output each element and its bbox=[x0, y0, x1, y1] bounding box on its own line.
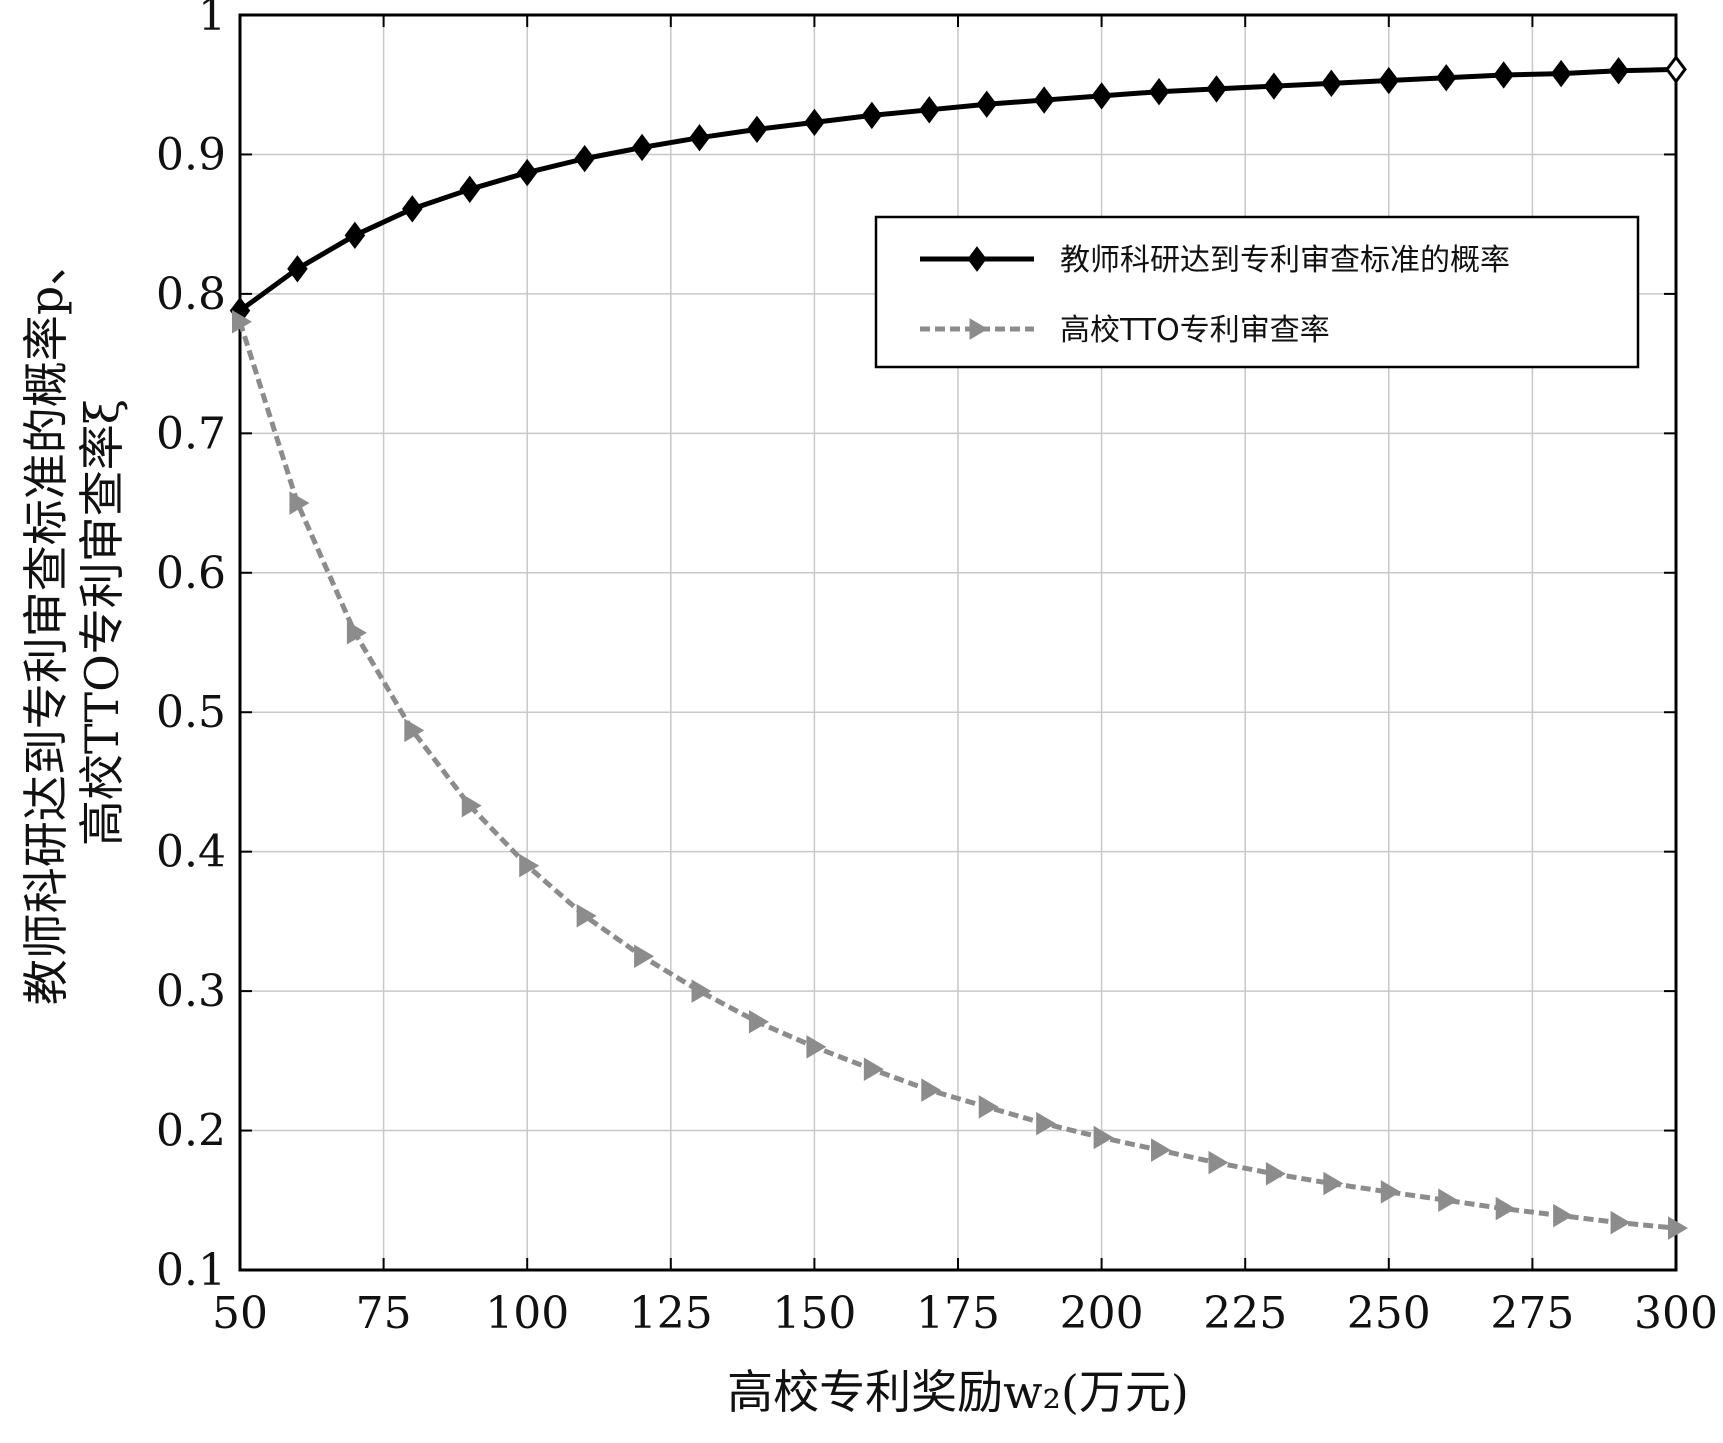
data-point bbox=[631, 133, 653, 162]
data-point bbox=[459, 175, 481, 203]
data-point bbox=[1668, 1216, 1688, 1240]
data-point bbox=[978, 1095, 999, 1119]
data-point bbox=[863, 1057, 884, 1081]
axis-ticks: 50 75 100 125 150 175 200 225 250 275 300 0.1 0.2 0.3… bbox=[156, 0, 1718, 1339]
data-point bbox=[1665, 54, 1687, 84]
data-point bbox=[689, 124, 710, 152]
data-point bbox=[404, 718, 425, 743]
x-tick-label: 125 bbox=[629, 1288, 713, 1339]
legend-marker-triangle bbox=[969, 318, 988, 340]
y-axis-label-line1: 教师科研达到专利审查标准的概率p、 bbox=[19, 240, 73, 1005]
data-point bbox=[691, 979, 712, 1003]
data-point bbox=[232, 310, 252, 334]
y-tick-label: 0.2 bbox=[156, 1106, 226, 1157]
data-point bbox=[346, 620, 367, 645]
legend-label-teacher: 教师科研达到专利审查标准的概率 bbox=[1060, 243, 1510, 278]
x-tick-label: 175 bbox=[916, 1288, 1000, 1339]
x-tick-label: 275 bbox=[1490, 1288, 1574, 1339]
y-tick-label: 0.4 bbox=[156, 827, 226, 878]
data-point bbox=[1036, 1111, 1057, 1136]
data-point bbox=[576, 904, 597, 928]
series-0 bbox=[229, 54, 1687, 325]
data-point bbox=[804, 108, 825, 137]
y-tick-label: 0.9 bbox=[156, 129, 226, 180]
data-point bbox=[976, 90, 997, 118]
data-point bbox=[1148, 78, 1170, 106]
y-tick-label: 0.1 bbox=[156, 1245, 226, 1296]
x-tick-label: 250 bbox=[1347, 1288, 1431, 1339]
y-tick-label: 1 bbox=[198, 0, 226, 41]
data-point bbox=[1265, 1162, 1286, 1186]
x-tick-label: 150 bbox=[772, 1288, 856, 1339]
legend: 教师科研达到专利审查标准的概率 高校TTO专利审查率 bbox=[874, 215, 1640, 369]
data-point bbox=[1323, 1171, 1344, 1196]
data-point bbox=[1378, 66, 1400, 95]
data-point bbox=[861, 101, 883, 130]
data-point bbox=[516, 158, 538, 187]
data-point bbox=[748, 1010, 769, 1034]
x-tick-label: 100 bbox=[485, 1288, 569, 1339]
data-point bbox=[1495, 1196, 1516, 1221]
data-point bbox=[1206, 75, 1227, 103]
data-point bbox=[1553, 1203, 1574, 1228]
data-point bbox=[1151, 1138, 1172, 1162]
y-tick-label: 0.7 bbox=[156, 408, 226, 459]
data-point bbox=[1093, 1125, 1114, 1150]
x-tick-label: 300 bbox=[1634, 1288, 1718, 1339]
data-point bbox=[1321, 69, 1342, 97]
data-point bbox=[1435, 64, 1457, 92]
data-point bbox=[1033, 86, 1055, 114]
data-point bbox=[461, 793, 482, 818]
x-axis-label: 高校专利奖励w₂(万元) bbox=[727, 1365, 1189, 1419]
legend-label-tto: 高校TTO专利审查率 bbox=[1060, 313, 1330, 348]
series-line bbox=[237, 321, 1677, 1231]
data-point bbox=[1263, 72, 1285, 100]
y-tick-label: 0.6 bbox=[156, 548, 226, 599]
legend-box bbox=[874, 215, 1640, 369]
data-point bbox=[746, 115, 768, 144]
data-point bbox=[634, 944, 655, 968]
x-tick-label: 50 bbox=[212, 1288, 268, 1339]
data-point bbox=[1208, 1150, 1229, 1175]
data-point bbox=[806, 1035, 827, 1059]
data-point bbox=[919, 96, 940, 124]
y-tick-label: 0.5 bbox=[156, 687, 226, 738]
data-point bbox=[402, 195, 423, 223]
data-point bbox=[921, 1078, 942, 1102]
series-layer bbox=[229, 54, 1688, 1240]
series-1 bbox=[232, 310, 1688, 1240]
x-tick-label: 75 bbox=[356, 1288, 412, 1339]
y-tick-label: 0.3 bbox=[156, 966, 226, 1017]
data-point bbox=[1493, 61, 1514, 89]
data-point bbox=[1380, 1180, 1401, 1204]
data-point bbox=[344, 221, 366, 249]
data-point bbox=[519, 853, 540, 878]
x-tick-label: 225 bbox=[1203, 1288, 1287, 1339]
legend-marker-diamond bbox=[967, 246, 987, 272]
data-point bbox=[1438, 1188, 1459, 1213]
data-point bbox=[1610, 1210, 1631, 1235]
data-point bbox=[289, 491, 310, 515]
y-axis-label-line2: 高校TTO专利审查率ξ bbox=[75, 399, 129, 846]
y-tick-label: 0.8 bbox=[156, 269, 226, 320]
data-point bbox=[1550, 59, 1572, 88]
grid bbox=[239, 14, 1677, 1271]
data-point bbox=[1091, 82, 1112, 110]
data-point bbox=[574, 144, 595, 173]
data-point bbox=[1608, 57, 1629, 85]
data-point bbox=[287, 255, 308, 283]
x-tick-label: 200 bbox=[1060, 1288, 1144, 1339]
